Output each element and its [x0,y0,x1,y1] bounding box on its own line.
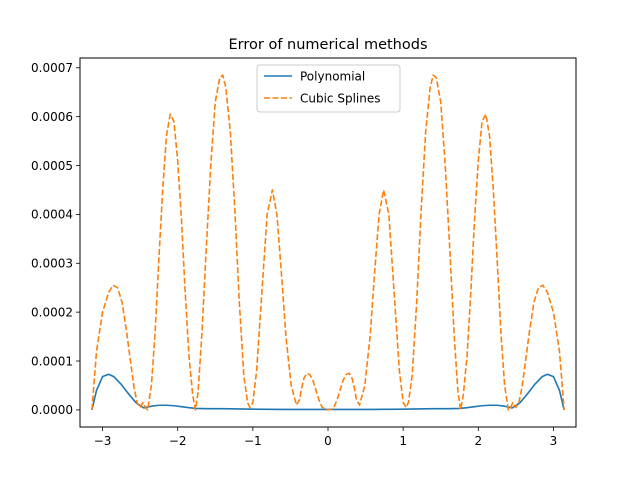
y-tick-label: 0.0006 [31,110,73,124]
x-tick-label: 2 [474,434,482,448]
y-tick-label: 0.0005 [31,159,73,173]
series-line-polynomial [91,373,565,411]
plot-frame [79,57,577,428]
legend-label-polynomial: Polynomial [300,70,365,84]
y-tick-label: 0.0007 [31,61,73,75]
chart-title: Error of numerical methods [229,37,428,53]
y-tick-label: 0.0004 [31,208,73,222]
y-tick-label: 0.0003 [31,257,73,271]
y-axis-ticks: 0.0000 0.0001 0.0002 0.0003 0.0004 0.0005 0.00… [31,61,80,417]
y-tick-label: 0.0001 [31,354,73,368]
x-tick-label: 1 [399,434,407,448]
x-tick-label: −1 [244,434,262,448]
series-line-cubic-splines [91,74,565,411]
x-tick-label: −3 [94,434,112,448]
y-tick-label: 0.0000 [31,403,73,417]
legend-box [256,64,401,113]
legend-label-cubic-splines: Cubic Splines [300,92,381,106]
x-tick-label: −2 [169,434,187,448]
plot-lines [91,74,565,411]
x-axis-ticks: −3 −2 −1 0 1 2 3 [94,427,558,448]
x-tick-label: 3 [550,434,558,448]
y-tick-label: 0.0002 [31,305,73,319]
x-tick-label: 0 [324,434,332,448]
legend: Polynomial Cubic Splines [256,64,401,113]
